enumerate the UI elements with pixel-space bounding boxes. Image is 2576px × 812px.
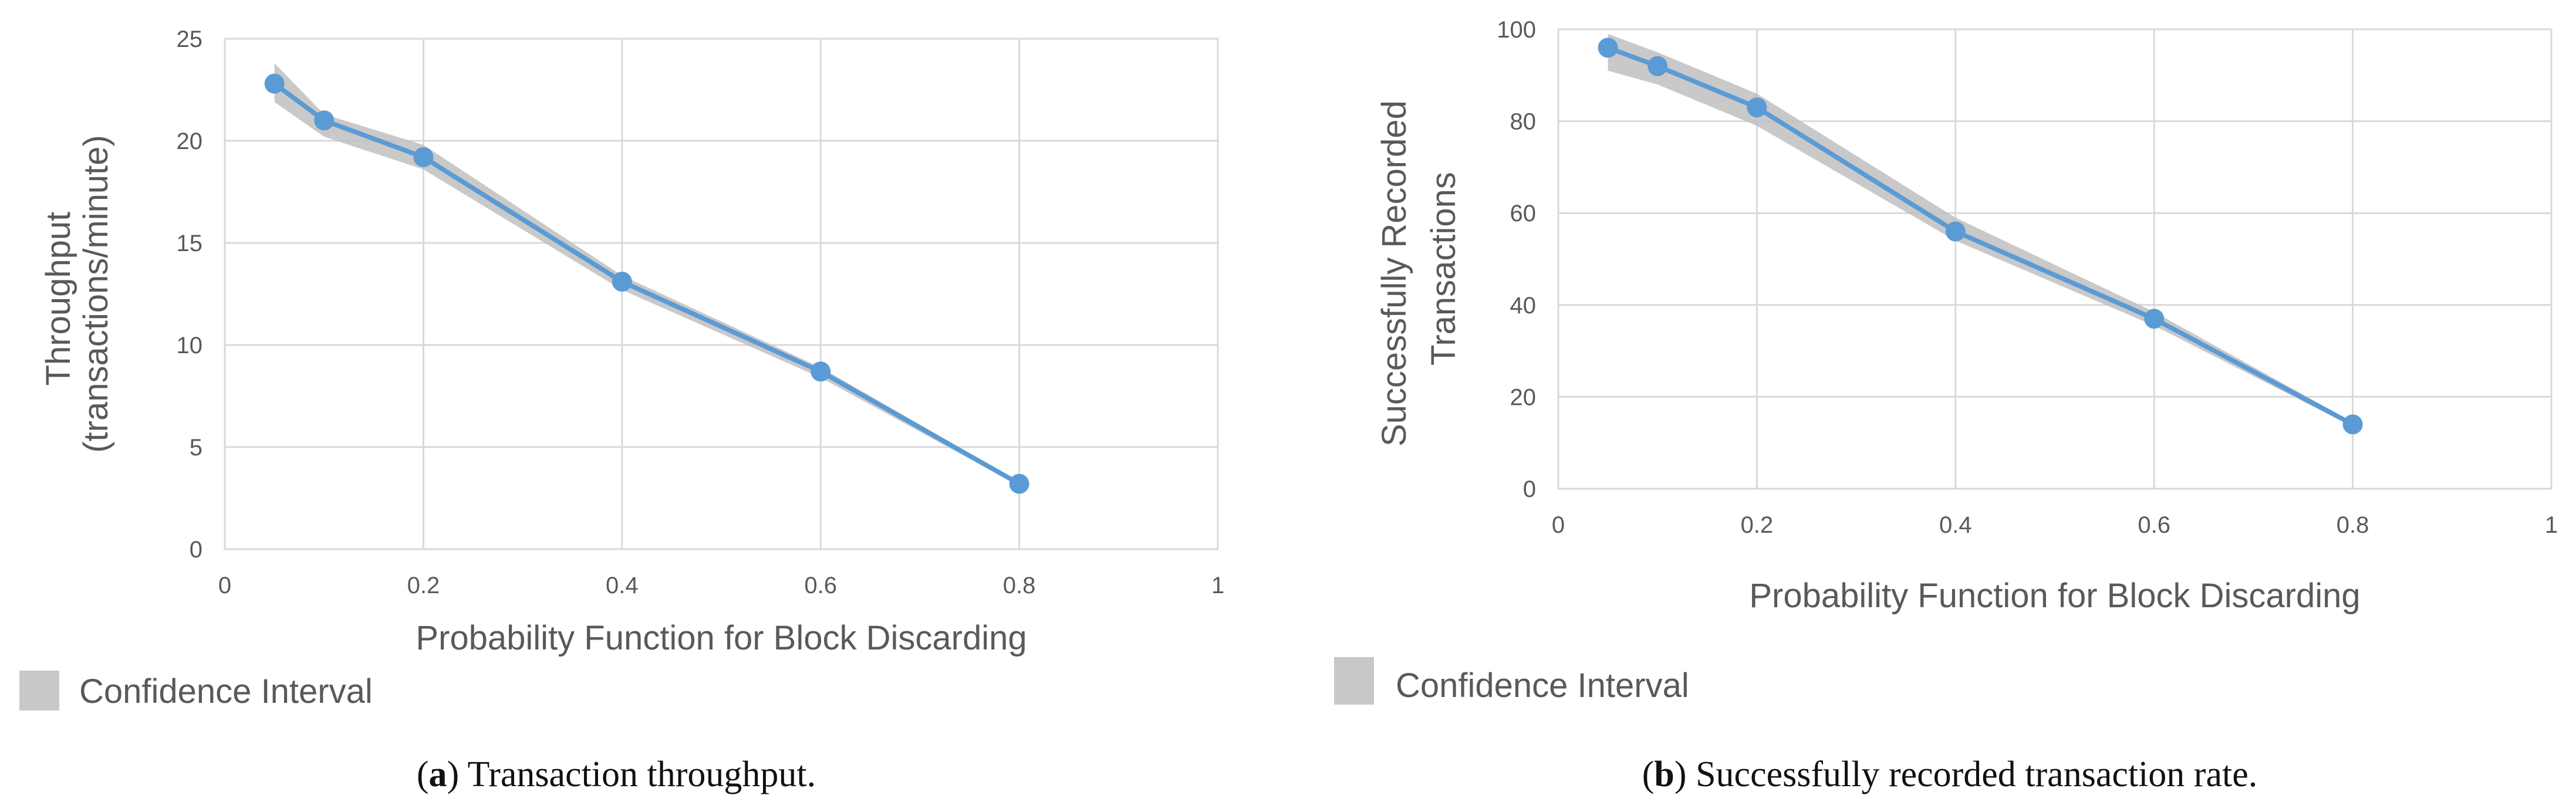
chart-b-y-tick-5: 100: [1497, 17, 1536, 43]
chart-b-legend-label: Confidence Interval: [1396, 666, 1689, 705]
chart-a-caption-tag: a: [429, 755, 447, 794]
chart-a-x-tick-0: 0: [218, 573, 231, 598]
chart-a-legend-label: Confidence Interval: [79, 672, 373, 710]
chart-a-caption-tag-open: (: [417, 755, 429, 794]
chart-a-x-tick-1: 0.2: [407, 573, 440, 598]
chart-a-x-axis-label: Probability Function for Block Discardin…: [416, 619, 1027, 657]
chart-b-y-axis-label-line2: Transactions: [1424, 172, 1463, 366]
chart-a-x-tick-4: 0.8: [1003, 573, 1036, 598]
chart-b-y-tick-2: 40: [1510, 293, 1537, 319]
chart-a-y-axis-label: Throughput (transactions/minute): [39, 135, 115, 453]
chart-a-y-tick-3: 15: [177, 231, 203, 256]
chart-b-x-axis-label: Probability Function for Block Discardin…: [1749, 577, 2360, 615]
chart-b-x-ticks: 0 0.2 0.4 0.6 0.8 1: [1552, 512, 2558, 538]
chart-b-point-1: [1647, 56, 1668, 76]
chart-b-x-tick-5: 1: [2545, 512, 2558, 538]
chart-b-x-tick-1: 0.2: [1741, 512, 1774, 538]
chart-a-point-1: [314, 110, 335, 131]
chart-b-markers: [1598, 38, 2363, 435]
chart-b-point-2: [1747, 97, 1767, 118]
chart-a-y-axis-label-line1: Throughput: [39, 212, 77, 386]
chart-b-caption-tag: b: [1654, 755, 1674, 794]
chart-b-x-tick-0: 0: [1552, 512, 1565, 538]
chart-a-y-tick-0: 0: [190, 537, 202, 563]
chart-a-y-axis-label-line2: (transactions/minute): [77, 135, 115, 453]
chart-b-point-4: [2144, 309, 2165, 329]
chart-a-point-0: [264, 73, 285, 94]
chart-a-caption-tag-close: ): [447, 755, 460, 794]
chart-a-x-ticks: 0 0.2 0.4 0.6 0.8 1: [218, 573, 1224, 598]
chart-b-y-tick-1: 20: [1510, 384, 1537, 410]
chart-b-y-tick-3: 60: [1510, 201, 1537, 226]
chart-a-point-3: [612, 272, 632, 292]
chart-b-x-tick-4: 0.8: [2337, 512, 2369, 538]
chart-a-point-5: [1009, 473, 1029, 494]
chart-b-point-0: [1598, 38, 1618, 58]
chart-a-y-tick-2: 10: [177, 333, 203, 358]
chart-a-x-tick-3: 0.6: [804, 573, 837, 598]
chart-a-gridlines: [224, 38, 1219, 550]
chart-recorded-transactions: 0 0.2 0.4 0.6 0.8 1 0 20 40 60 80 100 Probability …: [1334, 17, 2558, 794]
chart-b-caption-text: Successfully recorded transaction rate.: [1687, 755, 2258, 794]
chart-b-point-5: [2342, 414, 2363, 435]
chart-a-y-ticks: 0 5 10 15 20 25: [177, 26, 203, 563]
chart-throughput: 0 0.2 0.4 0.6 0.8 1 0 5 10 15 20 25 Probability Fu…: [19, 26, 1224, 794]
chart-b-point-3: [1945, 221, 1966, 242]
chart-b-x-tick-3: 0.6: [2138, 512, 2170, 538]
chart-a-y-tick-4: 20: [177, 128, 203, 154]
chart-b-caption-tag-open: (: [1642, 755, 1655, 794]
chart-a-series-line: [273, 82, 1021, 486]
chart-b-y-axis-label: Successfully Recorded Transactions: [1375, 91, 1463, 446]
chart-b-caption-tag-close: ): [1674, 755, 1687, 794]
chart-a-markers: [264, 73, 1029, 494]
chart-a-y-tick-1: 5: [190, 435, 202, 461]
chart-a-x-tick-5: 1: [1211, 573, 1224, 598]
chart-b-legend-swatch: [1334, 657, 1374, 705]
chart-a-legend-swatch: [19, 671, 59, 710]
chart-a-caption: (a) Transaction throughput.: [417, 755, 816, 794]
chart-b-y-axis-label-line1: Successfully Recorded: [1375, 100, 1413, 446]
chart-b-caption: (b) Successfully recorded transaction ra…: [1642, 755, 2257, 794]
chart-a-point-2: [413, 147, 434, 167]
chart-a-caption-text: Transaction throughput.: [459, 755, 816, 794]
chart-a-y-tick-5: 25: [177, 26, 203, 52]
chart-b-x-tick-2: 0.4: [1939, 512, 1972, 538]
chart-b-y-tick-0: 0: [1523, 476, 1536, 502]
chart-a-x-tick-2: 0.4: [606, 573, 639, 598]
chart-a-plot-frame: [224, 38, 1219, 550]
chart-b-y-ticks: 0 20 40 60 80 100: [1497, 17, 1536, 502]
chart-b-plot-frame: [1557, 28, 2553, 490]
chart-a-point-4: [811, 361, 831, 382]
chart-b-y-tick-4: 80: [1510, 109, 1537, 135]
